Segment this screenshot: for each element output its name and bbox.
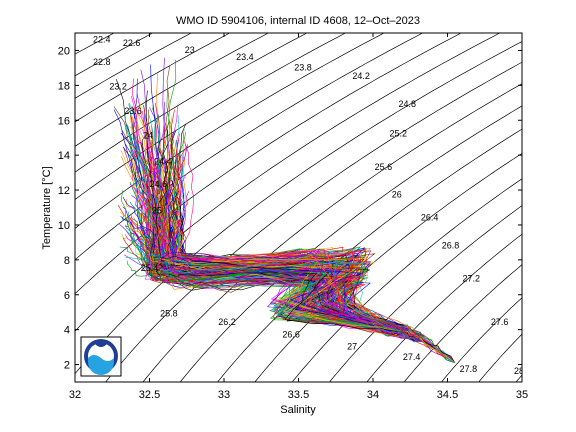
logo-wave <box>88 355 114 375</box>
isopycnal-label: 24 <box>143 130 153 140</box>
isopycnal-line <box>526 0 576 417</box>
profile-line <box>131 239 421 341</box>
profile-line <box>129 217 422 338</box>
x-tick-label: 33.5 <box>288 389 309 401</box>
isopycnal-line <box>217 128 522 382</box>
x-tick-label: 32.5 <box>139 389 160 401</box>
isopycnal-line <box>478 333 522 382</box>
y-tick-label: 20 <box>58 45 70 57</box>
isopycnal-label: 27.2 <box>463 273 481 283</box>
isopycnal-line <box>75 33 231 123</box>
profile-line <box>125 123 424 340</box>
profile-line <box>132 218 421 341</box>
isopycnal-line <box>563 0 576 417</box>
noaa-logo: NOAA <box>80 336 122 377</box>
y-tick-label: 6 <box>64 290 70 302</box>
x-tick-label: 35 <box>516 389 528 401</box>
x-axis-title: Salinity <box>280 404 316 416</box>
plot-frame <box>74 32 523 383</box>
isopycnal-line <box>75 33 308 173</box>
isopycnal-line <box>75 33 154 77</box>
isopycnal-label: 25.6 <box>375 162 393 172</box>
isopycnal-label: 26.6 <box>282 329 300 339</box>
isopycnal-line <box>0 0 66 417</box>
profile-line <box>157 220 419 338</box>
isopycnal-line <box>75 33 270 147</box>
profile-lines <box>113 57 456 364</box>
logo-text: NOAA <box>93 349 109 355</box>
isopycnal-line <box>291 178 522 382</box>
isopycnal-label: 24.8 <box>399 99 417 109</box>
isopycnal-label: 28 <box>514 366 524 376</box>
y-tick-label: 16 <box>58 115 70 127</box>
isopycnal-line <box>105 61 522 382</box>
isopycnal-line <box>75 33 385 229</box>
isopycnal-label: 24.4 <box>154 156 172 166</box>
isopycnal-line <box>366 233 522 382</box>
isopycnal-label: 26.2 <box>218 317 236 327</box>
isopycnal-label: 26 <box>392 190 402 200</box>
isopycnal-label: 23.8 <box>294 62 312 72</box>
isopycnal-line <box>329 205 522 382</box>
y-axis-title: Temperature [°C] <box>41 166 53 249</box>
isopycnal-line <box>179 105 522 382</box>
isopycnal-label: 23.6 <box>124 106 142 116</box>
x-tick-label: 34 <box>367 389 379 401</box>
profile-line <box>155 205 424 341</box>
isopycnal-line <box>441 297 522 382</box>
isopycnal-line <box>254 152 522 382</box>
isopycnal-line <box>142 83 522 382</box>
isopycnal-label: 23.2 <box>109 81 127 91</box>
isopycnal-label: 25.2 <box>390 129 408 139</box>
isopycnal-label: 27.4 <box>403 352 421 362</box>
profile-line <box>150 64 420 342</box>
isopycnal-lines <box>0 0 576 417</box>
profile-line <box>141 181 425 343</box>
isopycnal-label: 26.4 <box>421 212 439 222</box>
isopycnal-labels: 22.4 22.6 22.8 23 23.2 23.4 23.6 23.8 24 24.2 24.4… <box>93 34 524 376</box>
isopycnal-line <box>75 33 347 200</box>
isopycnal-label: 23 <box>185 45 195 55</box>
profile-line <box>153 242 419 341</box>
profile-line <box>147 248 420 341</box>
x-tick-label: 32 <box>69 389 81 401</box>
isopycnal-line <box>75 33 424 261</box>
y-tick-label: 14 <box>58 150 70 162</box>
y-tick-label: 2 <box>64 360 70 372</box>
isopycnal-label: 27.6 <box>491 317 509 327</box>
isopycnal-label: 25 <box>152 205 162 215</box>
isopycnal-line <box>75 33 501 332</box>
isopycnal-label: 27 <box>347 341 357 351</box>
chart-title: WMO ID 5904106, internal ID 4608, 12–Oct… <box>176 15 420 27</box>
isopycnal-label: 22.4 <box>93 34 111 44</box>
isopycnal-label: 22.6 <box>123 38 141 48</box>
isopycnal-line <box>0 0 27 417</box>
y-tick-label: 12 <box>58 185 70 197</box>
y-tick-label: 4 <box>64 325 70 337</box>
y-tick-label: 10 <box>58 220 70 232</box>
logo-gull-icon <box>95 340 107 347</box>
isopycnal-label: 25.8 <box>160 308 178 318</box>
isopycnal-label: 24.2 <box>352 71 370 81</box>
isopycnal-label: 25.4 <box>141 263 159 273</box>
isopycnal-label: 26.8 <box>442 240 460 250</box>
y-tick-label: 18 <box>58 80 70 92</box>
x-tick-label: 33 <box>218 389 230 401</box>
isopycnal-label: 24.6 <box>150 179 168 189</box>
isopycnal-label: 22.8 <box>93 57 111 67</box>
isopycnal-label: 23.4 <box>236 52 254 62</box>
y-tick-label: 8 <box>64 255 70 267</box>
profile-line <box>151 159 420 339</box>
profile-line <box>128 103 425 338</box>
x-tick-label: 34.5 <box>437 389 458 401</box>
profile-line <box>145 90 420 340</box>
isopycnal-label: 27.8 <box>460 364 478 374</box>
isopycnal-line <box>75 33 192 99</box>
